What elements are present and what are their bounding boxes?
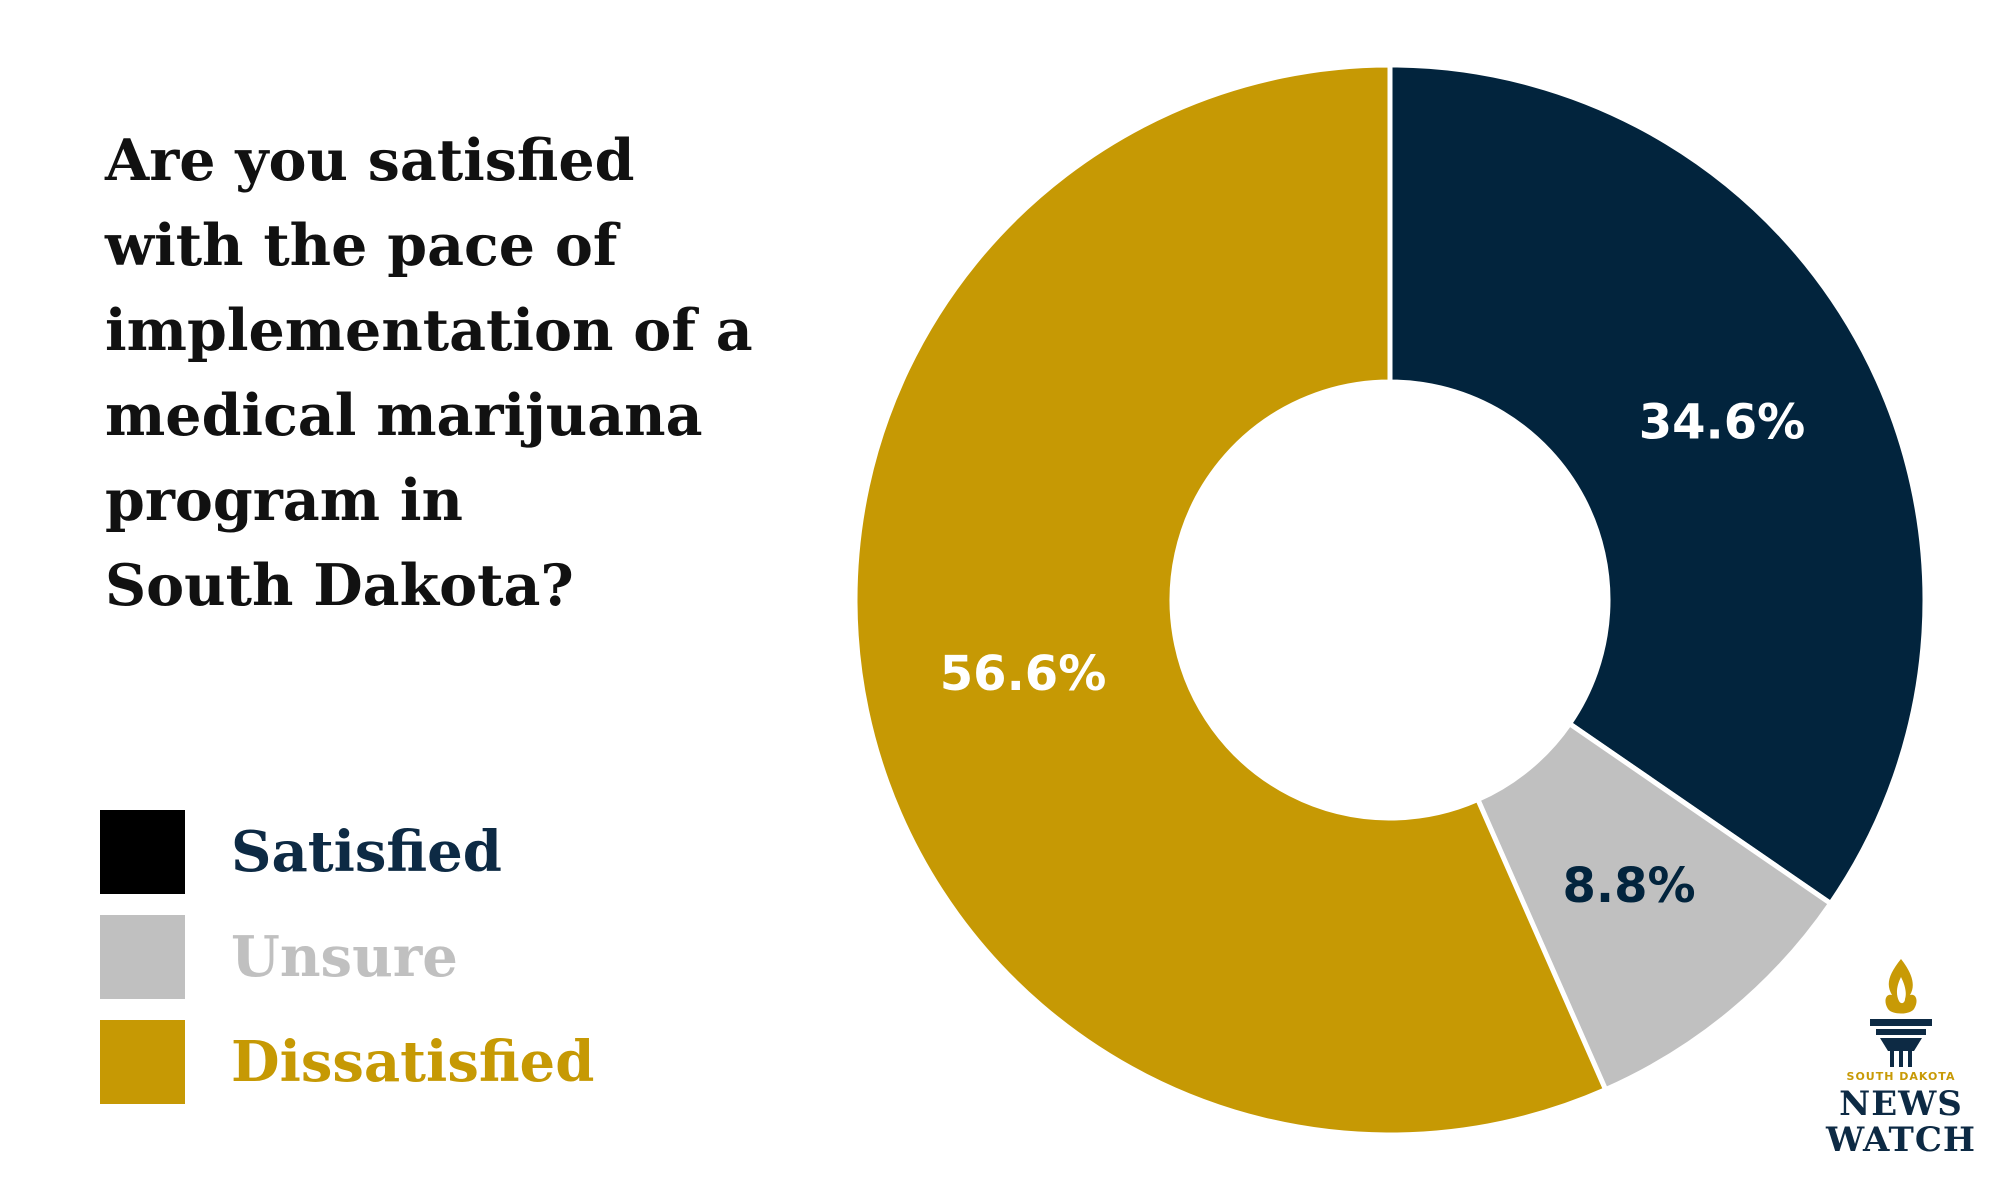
legend-swatch-dissatisfied: [100, 1020, 185, 1104]
donut-slice-dissatisfied: [852, 62, 1609, 1138]
logo-tagline: SOUTH DAKOTA: [1846, 1070, 1956, 1083]
chart-title: Are you satisfied with the pace of imple…: [105, 118, 785, 628]
data-label-unsure: 8.8%: [1562, 858, 1695, 914]
news-watch-logo: SOUTH DAKOTA NEWS WATCH: [1826, 955, 1977, 1160]
data-label-dissatisfied: 56.6%: [940, 646, 1107, 702]
logo-word-watch: WATCH: [1826, 1120, 1977, 1160]
legend-label-dissatisfied: Dissatisfied: [231, 1029, 595, 1095]
logo-word-news: NEWS: [1839, 1084, 1963, 1124]
torch-icon: [1870, 959, 1932, 1067]
title-line: Are you satisfied: [105, 127, 635, 194]
legend-swatch-satisfied: [100, 810, 185, 894]
legend-swatch-unsure: [100, 915, 185, 999]
title-line: implementation of a: [105, 297, 753, 364]
donut-slice-satisfied: [1387, 62, 1928, 907]
title-line: South Dakota?: [105, 552, 574, 619]
title-line: medical marijuana: [105, 382, 703, 449]
data-label-satisfied: 34.6%: [1639, 395, 1806, 451]
legend-label-unsure: Unsure: [231, 924, 458, 990]
title-line: with the pace of: [105, 212, 618, 279]
legend-label-satisfied: Satisfied: [231, 819, 502, 885]
title-line: program in: [105, 467, 463, 534]
